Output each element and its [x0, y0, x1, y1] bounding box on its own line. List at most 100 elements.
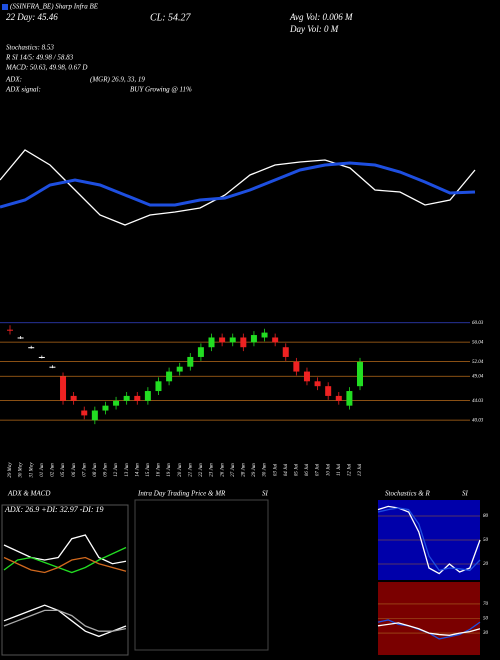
candle-body [293, 361, 300, 372]
x-tick-label: 05 Jul [295, 463, 300, 476]
candle-body [197, 347, 204, 357]
candle-body [229, 337, 236, 343]
y-tick-label: 70 [483, 602, 489, 607]
x-tick-label: 08 Jun [93, 463, 98, 477]
y-tick-label: 80 [483, 514, 489, 519]
candle-body [176, 366, 183, 372]
line [3, 604, 127, 638]
x-tick-label: 02 Jun [51, 463, 56, 477]
x-tick-label: 05 Jun [61, 463, 66, 477]
x-tick-label: 28 Jun [241, 463, 246, 477]
legend-box [2, 4, 8, 10]
panel-title: Intra Day Trading Price & MR [137, 490, 226, 498]
x-tick-label: 07 Jul [316, 463, 321, 476]
signal-text: ADX signal: [5, 86, 41, 94]
candle-body [28, 347, 35, 349]
x-tick-label: 27 Jun [231, 463, 236, 477]
x-tick-label: 29 May [8, 462, 13, 478]
x-tick-label: 12 Jun [114, 463, 119, 477]
x-tick-label: 01 Jun [40, 463, 45, 477]
x-tick-label: 23 Jun [210, 463, 215, 477]
candle-body [91, 410, 98, 421]
y-tick-label: 52.04 [472, 360, 484, 365]
header-dayvol: Day Vol: 0 M [289, 24, 339, 34]
candle-body [38, 356, 45, 358]
y-tick-label: 56.04 [472, 340, 484, 345]
y-tick-label: 50 [483, 538, 489, 543]
panel-title: ADX & MACD [7, 490, 50, 498]
x-tick-label: 21 Jun [188, 463, 193, 477]
candle-body [325, 386, 332, 396]
candle-body [357, 361, 363, 387]
candle-body [335, 395, 342, 401]
header-title: (SSINFRA_BE) Sharp Infra BE [10, 3, 99, 11]
y-tick-label: 30 [483, 631, 489, 636]
candle-body [134, 395, 141, 401]
adx-label: ADX: 26.9 +DI: 32.97 -DI: 19 [4, 505, 104, 514]
x-tick-label: 14 Jun [135, 463, 140, 477]
candle-body [144, 391, 151, 401]
candle-body [187, 356, 194, 367]
y-tick-label: 40.03 [472, 418, 484, 423]
panel-title: Stochastics & R [385, 490, 430, 498]
y-tick-label: 44.03 [472, 399, 484, 404]
candle-body [81, 410, 88, 416]
x-tick-label: 22 Jun [199, 463, 204, 477]
x-tick-label: 31 May [29, 462, 34, 478]
line [377, 505, 481, 575]
candle-body [155, 381, 162, 392]
candle-body [219, 337, 226, 343]
line [377, 507, 481, 572]
x-tick-label: 30 Jun [263, 463, 268, 477]
candle-body [49, 366, 56, 368]
x-tick-label: 11 Jul [337, 463, 342, 476]
x-tick-label: 20 Jun [178, 463, 183, 477]
line [0, 161, 476, 209]
header-avgvol: Avg Vol: 0.006 M [289, 12, 353, 22]
line [0, 149, 476, 226]
panel-frame [134, 499, 269, 651]
panel-title: SI [262, 490, 269, 498]
candle-body [272, 337, 279, 343]
candle-body [123, 395, 130, 401]
line [3, 609, 127, 632]
candle-body [60, 376, 67, 401]
x-tick-label: 16 Jun [157, 463, 162, 477]
y-tick-label: 50 [483, 617, 489, 622]
line [3, 556, 127, 574]
candle-body [166, 371, 173, 382]
x-tick-label: 09 Jun [104, 463, 109, 477]
x-tick-label: 10 Jul [326, 463, 331, 476]
line [3, 546, 127, 574]
panel-frame [1, 504, 129, 656]
header-close: CL: 54.27 [150, 12, 192, 23]
panel-title: SI [462, 490, 469, 498]
candle-body [113, 400, 120, 406]
candle-body [17, 337, 24, 339]
x-tick-label: 26 Jun [220, 463, 225, 477]
candle-body [240, 337, 247, 348]
line [377, 622, 481, 636]
candle-body [261, 332, 268, 338]
candle-body [314, 381, 321, 387]
x-tick-label: 30 May [19, 462, 24, 478]
x-tick-label: 29 Jun [252, 463, 257, 477]
macd-text: MACD: 50.63, 49.98, 0.67 D [5, 64, 87, 72]
candle-body [250, 335, 257, 343]
signal-value: BUY Growing @ 11% [130, 86, 192, 94]
adx-text: ADX: [5, 76, 22, 84]
candle-body [208, 337, 215, 348]
x-tick-label: 19 Jun [167, 463, 172, 477]
candle-body [303, 371, 310, 382]
candle-body [346, 391, 353, 406]
adx-value: (MGR) 26.9, 33, 19 [90, 76, 145, 84]
x-tick-label: 13 Jun [125, 463, 130, 477]
candle-body [7, 329, 13, 331]
candle-body [282, 347, 289, 357]
x-tick-label: 07 Jun [82, 463, 87, 477]
header-day: 22 Day: 45.46 [6, 12, 58, 22]
x-tick-label: 13 Jul [358, 463, 363, 476]
line [3, 534, 127, 565]
x-tick-label: 06 Jun [72, 463, 77, 477]
